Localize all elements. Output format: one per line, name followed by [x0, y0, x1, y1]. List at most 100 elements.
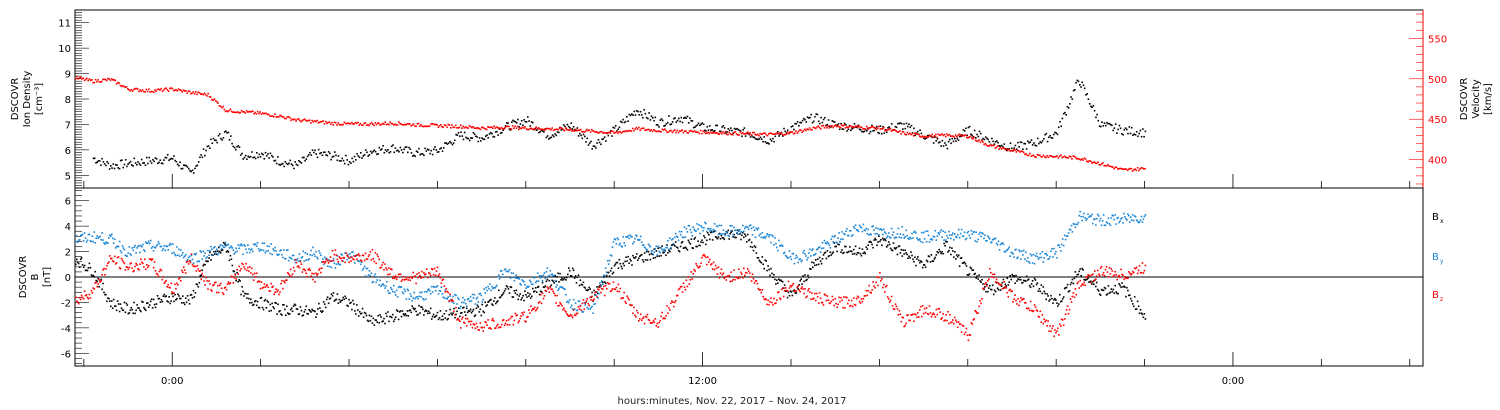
- data-point: [215, 252, 217, 255]
- data-point: [225, 251, 228, 253]
- data-point: [539, 130, 541, 133]
- data-point: [1114, 166, 1117, 169]
- data-point: [115, 309, 118, 312]
- data-point: [484, 301, 486, 304]
- data-point: [831, 295, 834, 298]
- data-point: [698, 266, 700, 269]
- data-point: [822, 118, 825, 121]
- data-point: [958, 133, 961, 136]
- data-point: [535, 129, 538, 132]
- data-point: [568, 267, 570, 269]
- data-point: [1060, 300, 1063, 302]
- data-point: [431, 291, 434, 293]
- data-point: [449, 140, 451, 143]
- data-point: [887, 298, 890, 300]
- data-point: [427, 312, 429, 315]
- data-point: [410, 125, 412, 127]
- data-point: [966, 136, 968, 139]
- data-point: [1038, 288, 1041, 290]
- data-point: [596, 131, 598, 133]
- data-point: [98, 278, 100, 281]
- data-point: [602, 283, 604, 285]
- data-point: [428, 310, 430, 313]
- data-point: [509, 317, 512, 320]
- data-point: [1139, 129, 1142, 132]
- data-point: [315, 153, 317, 155]
- data-point: [739, 228, 741, 231]
- data-point: [514, 121, 517, 123]
- data-point: [250, 249, 252, 251]
- data-point: [513, 279, 516, 282]
- data-point: [1025, 153, 1027, 155]
- data-point: [842, 252, 844, 255]
- data-point: [195, 165, 197, 167]
- data-point: [410, 311, 413, 314]
- data-point: [409, 293, 412, 295]
- data-point: [384, 121, 386, 123]
- data-point: [94, 282, 96, 284]
- data-point: [697, 266, 699, 269]
- data-point: [358, 255, 361, 257]
- data-point: [631, 304, 633, 306]
- data-point: [196, 283, 199, 286]
- data-point: [168, 159, 170, 162]
- data-point: [517, 277, 519, 279]
- data-point: [481, 301, 483, 303]
- data-point: [154, 270, 157, 272]
- data-point: [881, 128, 884, 130]
- data-point: [231, 142, 233, 145]
- data-point: [972, 136, 975, 138]
- data-point: [264, 112, 266, 115]
- data-point: [931, 313, 934, 316]
- data-point: [248, 248, 250, 250]
- data-point: [636, 309, 638, 312]
- data-point: [906, 314, 908, 317]
- data-point: [677, 239, 680, 242]
- data-point: [729, 280, 731, 283]
- data-point: [808, 117, 810, 119]
- data-point: [370, 122, 373, 124]
- data-point: [753, 282, 756, 284]
- data-point: [90, 289, 93, 292]
- data-point: [527, 316, 529, 318]
- data-point: [418, 147, 420, 150]
- data-point: [176, 163, 179, 166]
- data-point: [681, 291, 684, 293]
- data-point: [588, 142, 591, 144]
- data-point: [1054, 131, 1056, 134]
- data-point: [809, 268, 811, 270]
- data-point: [814, 259, 817, 261]
- data-point: [313, 310, 315, 312]
- data-point: [186, 166, 189, 168]
- data-point: [524, 126, 526, 128]
- data-point: [337, 122, 339, 124]
- data-point: [808, 127, 811, 129]
- data-point: [1020, 258, 1022, 260]
- data-point: [319, 267, 321, 270]
- data-point: [646, 249, 649, 252]
- data-point: [815, 248, 818, 251]
- data-point: [84, 237, 87, 239]
- data-point: [581, 284, 584, 286]
- data-point: [785, 132, 788, 134]
- data-point: [706, 263, 708, 266]
- data-point: [529, 279, 531, 282]
- data-point: [567, 125, 570, 128]
- data-point: [317, 257, 319, 260]
- data-point: [357, 254, 359, 256]
- series-bx: [75, 229, 1147, 326]
- data-point: [96, 235, 98, 237]
- data-point: [1103, 164, 1105, 167]
- data-point: [971, 134, 973, 137]
- data-point: [1013, 149, 1015, 151]
- data-point: [364, 122, 367, 124]
- data-point: [476, 304, 479, 307]
- data-point: [985, 240, 987, 242]
- data-point: [920, 132, 923, 135]
- data-point: [780, 280, 783, 282]
- data-point: [480, 126, 483, 129]
- data-point: [897, 314, 900, 316]
- data-point: [877, 227, 879, 230]
- data-point: [645, 249, 648, 251]
- data-point: [119, 303, 122, 305]
